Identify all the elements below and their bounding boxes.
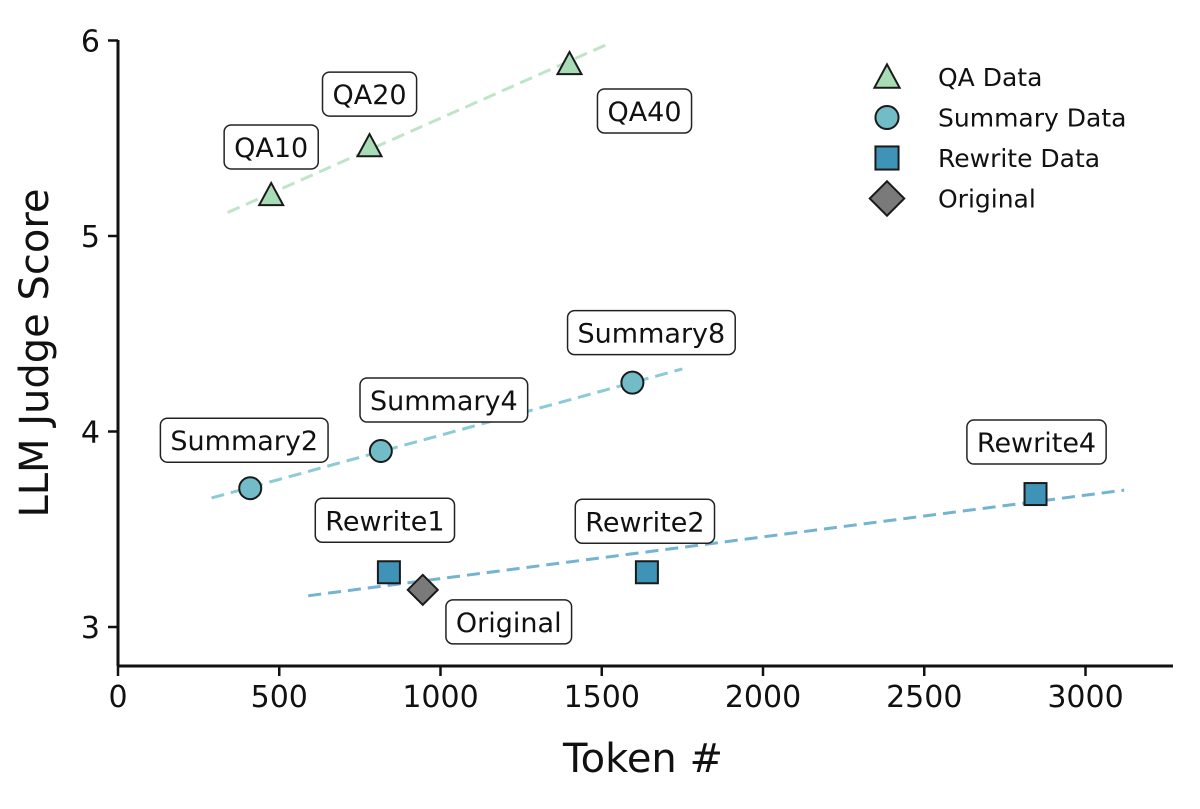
legend-item-label: Summary Data bbox=[938, 104, 1126, 133]
qa10-label: QA10 bbox=[223, 124, 319, 170]
rewrite1-label: Rewrite1 bbox=[314, 497, 456, 544]
label-text: Summary8 bbox=[578, 319, 726, 350]
label-text: Summary4 bbox=[370, 386, 518, 417]
y-tick-label: 5 bbox=[81, 220, 100, 255]
x-tick-label: 1500 bbox=[564, 680, 640, 715]
summary8-label: Summary8 bbox=[566, 309, 736, 356]
label-text: QA10 bbox=[234, 133, 308, 164]
rewrite-data-trend-line bbox=[308, 488, 1125, 598]
data-points bbox=[238, 49, 1048, 607]
qa40-label: QA40 bbox=[596, 88, 693, 134]
rewrite4-point bbox=[1023, 482, 1048, 507]
qa20-point bbox=[355, 131, 384, 158]
legend-item-label: Rewrite Data bbox=[938, 144, 1100, 173]
legend-item-original: Original bbox=[868, 179, 1036, 218]
legend-item-summary-data: Summary Data bbox=[874, 104, 1126, 133]
y-tick-label: 3 bbox=[81, 611, 100, 646]
label-box bbox=[566, 309, 736, 356]
summary2-point bbox=[238, 476, 263, 501]
label-box bbox=[574, 498, 716, 545]
x-tick-label: 0 bbox=[108, 680, 127, 715]
x-tick-label: 1000 bbox=[402, 680, 478, 715]
qa40-point bbox=[555, 49, 584, 76]
label-box bbox=[359, 377, 529, 423]
x-tick-label: 2000 bbox=[725, 680, 801, 715]
original-point bbox=[406, 573, 440, 607]
rewrite2-label: Rewrite2 bbox=[574, 498, 716, 545]
legend-item-qa-data: QA Data bbox=[872, 62, 1042, 92]
label-text: QA40 bbox=[607, 97, 681, 128]
label-text: Rewrite1 bbox=[325, 506, 444, 537]
qa10-point bbox=[257, 180, 285, 207]
label-text: Original bbox=[456, 608, 562, 639]
legend: QA Data Summary Data Rewrite Data Original bbox=[868, 62, 1126, 218]
label-box bbox=[314, 497, 456, 544]
label-box bbox=[966, 419, 1107, 465]
label-text: Rewrite4 bbox=[977, 428, 1096, 459]
legend-qa-data-marker bbox=[872, 62, 902, 89]
qa20-label: QA20 bbox=[321, 71, 418, 117]
label-box bbox=[445, 599, 573, 645]
legend-item-rewrite-data: Rewrite Data bbox=[874, 144, 1100, 173]
label-text: Rewrite2 bbox=[585, 507, 704, 538]
legend-item-label: QA Data bbox=[938, 63, 1042, 92]
legend-item-label: Original bbox=[938, 185, 1036, 214]
y-axis-title: LLM Judge Score bbox=[12, 188, 58, 517]
label-box bbox=[159, 417, 329, 463]
label-box bbox=[321, 71, 418, 117]
x-tick-label: 3000 bbox=[1047, 680, 1123, 715]
legend-original-marker bbox=[868, 179, 906, 218]
original-label: Original bbox=[445, 599, 573, 645]
y-tick-label: 6 bbox=[81, 25, 100, 60]
x-tick-label: 2500 bbox=[886, 680, 962, 715]
summary4-point bbox=[368, 439, 393, 464]
x-tick-label: 500 bbox=[251, 680, 308, 715]
label-text: Summary2 bbox=[170, 426, 318, 457]
label-box bbox=[596, 88, 693, 134]
rewrite2-point bbox=[634, 560, 659, 585]
rewrite1-point bbox=[376, 560, 401, 585]
trend-lines bbox=[211, 41, 1125, 598]
point-labels: QA10 QA20 QA40 Summary2 Summary4 Summary8 Rewr… bbox=[159, 71, 1107, 645]
x-axis-title: Token # bbox=[562, 736, 723, 782]
y-tick-label: 4 bbox=[81, 416, 100, 451]
tick-marks: 0 500 1000 1500 2000 2500 3000 3 4 5 6 bbox=[81, 25, 1124, 716]
legend-summary-data-marker bbox=[874, 104, 900, 131]
legend-rewrite-data-marker bbox=[874, 145, 900, 171]
summary8-point bbox=[620, 370, 645, 395]
summary-data-trend-line bbox=[211, 367, 683, 500]
label-box bbox=[223, 124, 319, 170]
label-text: QA20 bbox=[333, 80, 407, 111]
qa-data-trend-line bbox=[227, 41, 613, 214]
rewrite4-label: Rewrite4 bbox=[966, 419, 1107, 465]
summary2-label: Summary2 bbox=[159, 417, 329, 463]
summary4-label: Summary4 bbox=[359, 377, 529, 423]
axes bbox=[116, 40, 1173, 668]
